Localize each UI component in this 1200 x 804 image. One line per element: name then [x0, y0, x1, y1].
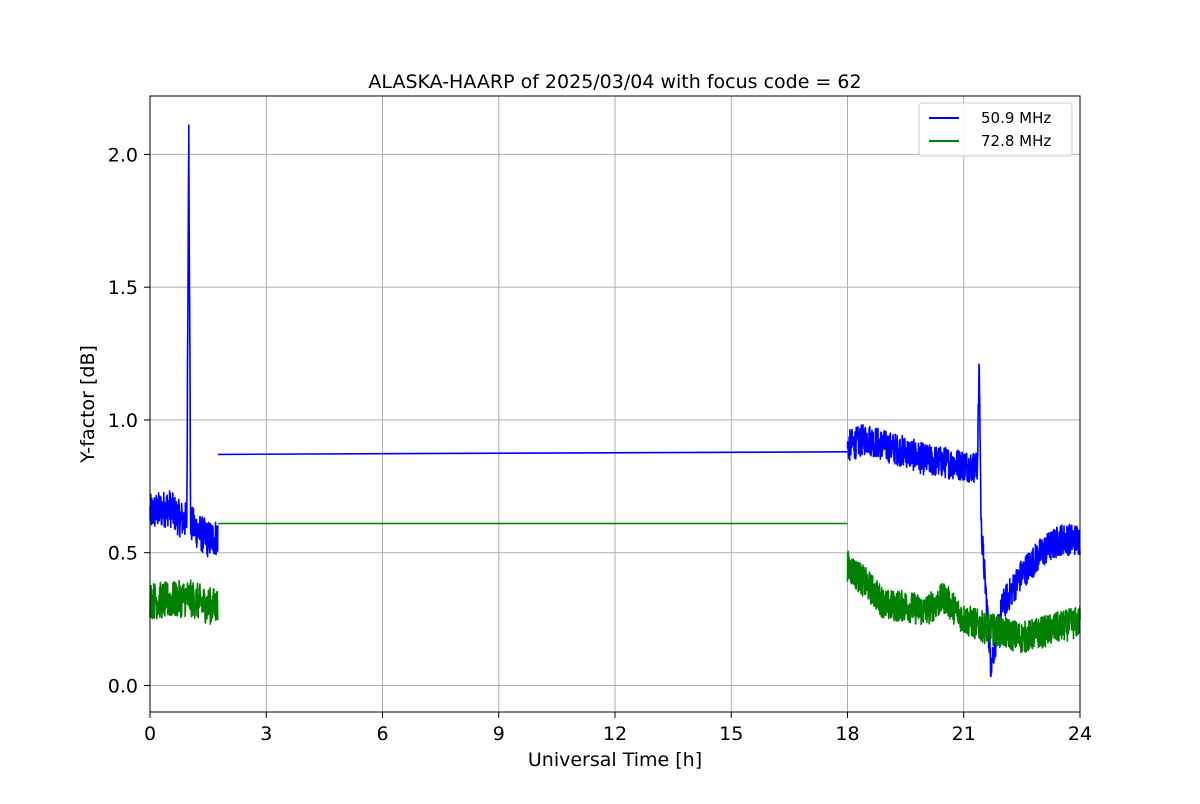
x-tick-label: 12 [603, 723, 627, 745]
series-line-segment [217, 451, 848, 456]
legend: 50.9 MHz 72.8 MHz [918, 102, 1073, 157]
y-tick-label: 0.0 [108, 675, 138, 697]
legend-label: 50.9 MHz [981, 109, 1051, 127]
x-tick-label: 3 [260, 723, 272, 745]
series-line-segment [846, 363, 1081, 678]
legend-box [918, 102, 1073, 157]
x-tick-label: 15 [719, 723, 743, 745]
series-0 [149, 124, 1081, 678]
y-axis-label: Y-factor [dB] [77, 345, 99, 464]
x-tick-label: 24 [1068, 723, 1092, 745]
x-tick-label: 0 [144, 723, 156, 745]
chart-title: ALASKA-HAARP of 2025/03/04 with focus co… [368, 71, 861, 93]
x-axis-label: Universal Time [h] [528, 749, 702, 771]
y-tick-label: 0.5 [108, 543, 138, 565]
x-tick-label: 18 [835, 723, 859, 745]
plot-area [149, 124, 1081, 678]
series-line-segment [149, 579, 219, 625]
x-tick-label: 6 [376, 723, 388, 745]
legend-label: 72.8 MHz [981, 132, 1051, 150]
series-1 [149, 522, 1081, 654]
ticks: 0 3 6 9 12 15 18 21 24 0.0 0.5 1.0 1.5 2.0 [108, 144, 1092, 745]
series-line-segment [149, 124, 219, 558]
y-tick-label: 2.0 [108, 144, 138, 166]
series-line-segment [846, 550, 1081, 654]
x-tick-label: 21 [952, 723, 976, 745]
y-tick-label: 1.0 [108, 410, 138, 432]
grid [149, 96, 1081, 712]
x-tick-label: 9 [493, 723, 505, 745]
y-tick-label: 1.5 [108, 277, 138, 299]
